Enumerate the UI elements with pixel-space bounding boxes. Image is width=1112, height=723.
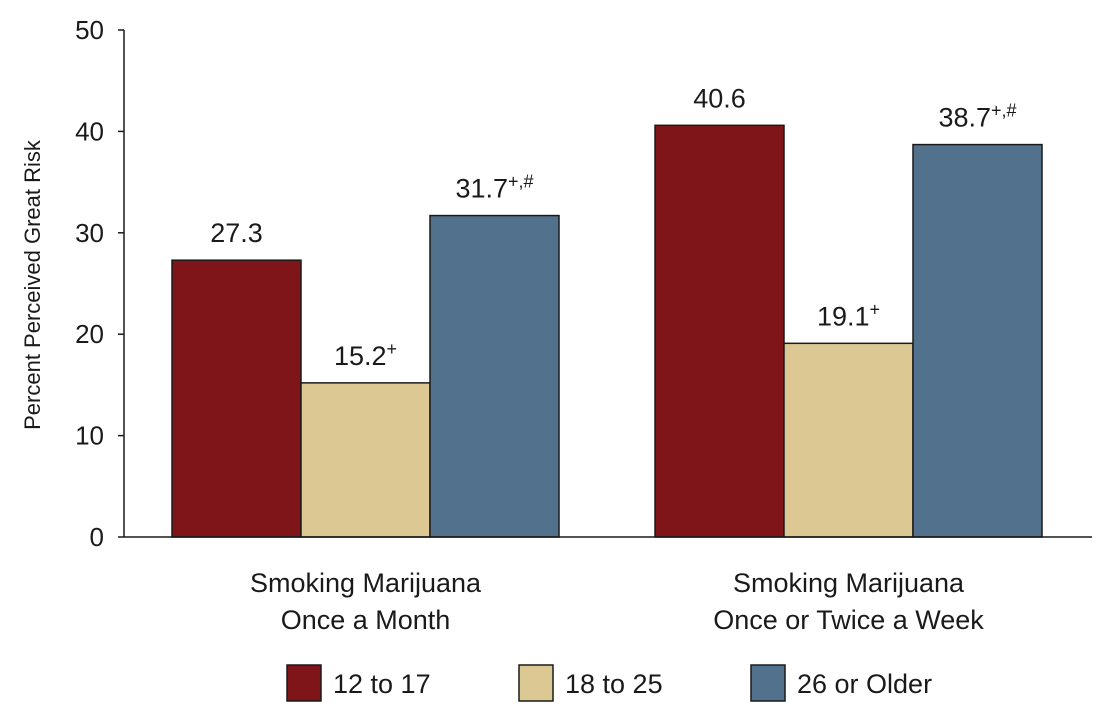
y-tick-label: 0 [90, 522, 104, 552]
y-axis-label: Percent Perceived Great Risk [20, 139, 45, 430]
data-label: 27.3 [210, 218, 263, 248]
bar [912, 143, 1043, 538]
category-label: Smoking Marijuana [733, 568, 965, 598]
y-tick-label: 10 [75, 421, 104, 451]
legend-label: 12 to 17 [333, 669, 431, 699]
legend-label: 26 or Older [797, 669, 932, 699]
data-labels: 27.3 40.6 15.2+ 19.1+ 31.7+,# 38.7+,# [210, 83, 1016, 371]
bar [429, 214, 560, 538]
category-label: Once or Twice a Week [713, 605, 984, 635]
bar [654, 124, 785, 538]
y-tick-label: 40 [75, 116, 104, 146]
data-label: 31.7+,# [455, 172, 533, 204]
data-label: 19.1+ [817, 299, 880, 331]
data-label: 40.6 [693, 83, 746, 113]
y-tick-label: 20 [75, 319, 104, 349]
bars [171, 124, 1043, 538]
category-labels: Smoking Marijuana Once a Month Smoking Mar… [250, 568, 984, 635]
legend-swatch [750, 664, 786, 702]
legend-label: 18 to 25 [565, 669, 663, 699]
bar [783, 342, 914, 538]
data-label: 15.2+ [334, 339, 397, 371]
axes [123, 30, 1092, 538]
legend-swatch [518, 664, 554, 702]
y-axis-ticks: 0 10 20 30 40 50 [75, 15, 124, 552]
category-label: Smoking Marijuana [250, 568, 482, 598]
bar [171, 259, 302, 538]
y-axis-label-group: Percent Perceived Great Risk [20, 139, 45, 430]
data-label: 38.7+,# [938, 101, 1016, 133]
legend-swatch [286, 664, 322, 702]
category-label: Once a Month [281, 605, 451, 635]
legend: 12 to 17 18 to 25 26 or Older [286, 664, 932, 702]
bar [300, 382, 431, 538]
y-tick-label: 30 [75, 218, 104, 248]
y-tick-label: 50 [75, 15, 104, 45]
